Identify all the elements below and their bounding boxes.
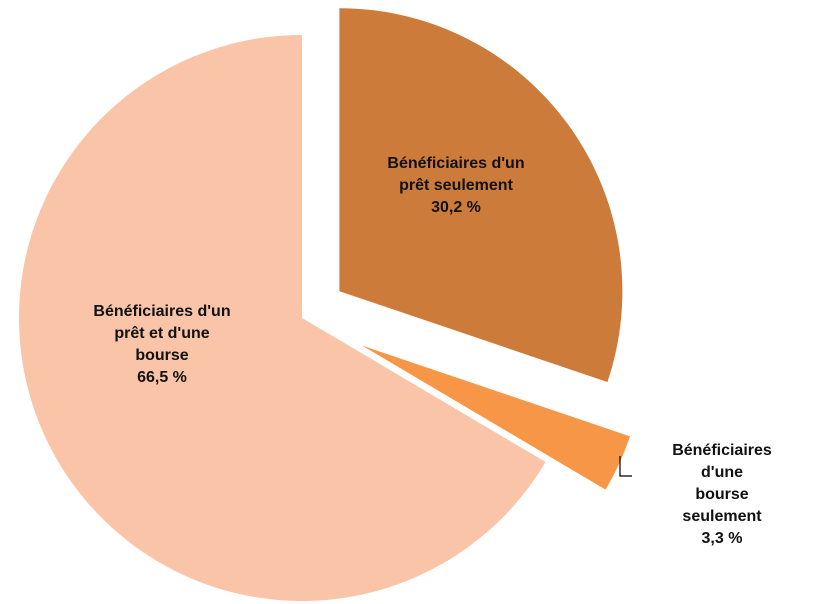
category-label: Bénéficiaires d'un prêt et d'une bourse	[93, 303, 231, 364]
category-label: Bénéficiaires d'un prêt seulement	[387, 155, 525, 194]
slice-label: Bénéficiaires d'un prêt et d'une bourse 6…	[93, 301, 230, 389]
category-label: Bénéficiaires d'une bourse seulement	[672, 442, 772, 525]
slice-label: Bénéficiaires d'un prêt seulement 30,2 %	[387, 153, 524, 219]
pie-slice	[339, 8, 623, 383]
value-label: 66,5 %	[137, 369, 187, 386]
value-label: 3,3 %	[701, 530, 743, 547]
leader-line	[619, 456, 632, 477]
pie-slice	[361, 345, 631, 490]
value-label: 30,2 %	[431, 199, 481, 216]
pie-slice	[18, 35, 546, 601]
slice-label: Bénéficiaires d'une bourse seulement 3,3 …	[672, 440, 772, 550]
